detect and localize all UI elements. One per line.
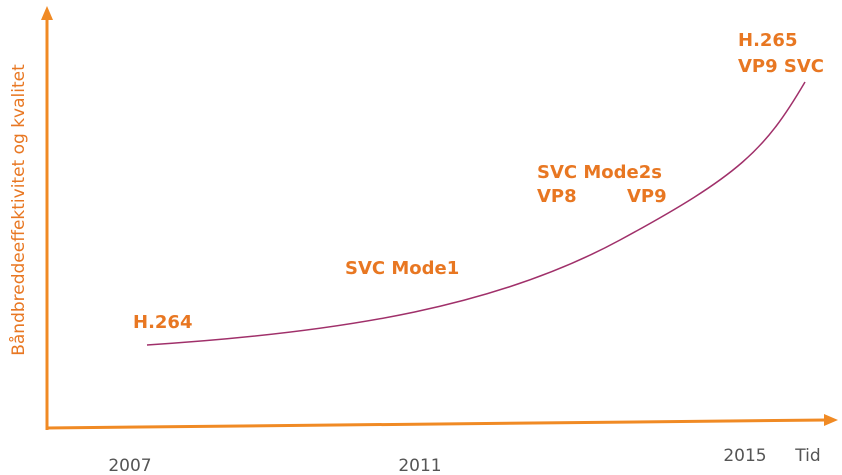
axes — [41, 6, 838, 430]
x-label: 2011 — [398, 456, 441, 475]
x-axis — [45, 418, 827, 430]
x-unit: Tid — [794, 446, 820, 466]
x-axis-arrow — [824, 414, 838, 426]
codec-label: VP9 SVC — [738, 56, 824, 77]
codec-label: H.265 — [738, 30, 797, 51]
codec-label: VP9 — [627, 186, 667, 207]
x-label: 2015 — [723, 446, 766, 466]
codec-label: VP8 — [537, 186, 577, 207]
x-label: 2007 — [108, 456, 151, 475]
y-axis-arrow — [41, 6, 53, 20]
codec-label: H.264 — [133, 312, 192, 333]
y-axis-label: Båndbreddeeffektivitet og kvalitet — [8, 64, 29, 356]
codec-label: SVC Mode2s — [537, 162, 662, 183]
codec-label: SVC Mode1 — [345, 258, 459, 279]
trend-curve — [146, 81, 806, 346]
